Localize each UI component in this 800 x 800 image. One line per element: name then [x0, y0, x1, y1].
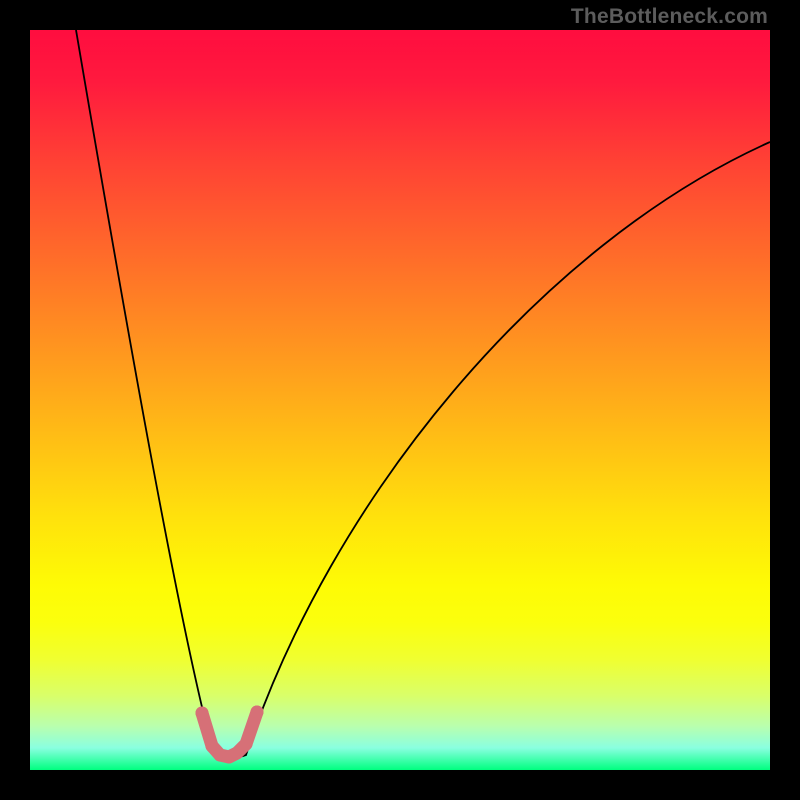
curve-layer: [30, 30, 770, 770]
valley-marker-dot: [196, 707, 209, 720]
bottleneck-curve: [76, 30, 770, 758]
plot-area: [30, 30, 770, 770]
valley-marker-dot: [251, 706, 264, 719]
outer-frame: TheBottleneck.com: [0, 0, 800, 800]
watermark-label: TheBottleneck.com: [571, 5, 768, 29]
valley-marker-dot: [240, 738, 253, 751]
